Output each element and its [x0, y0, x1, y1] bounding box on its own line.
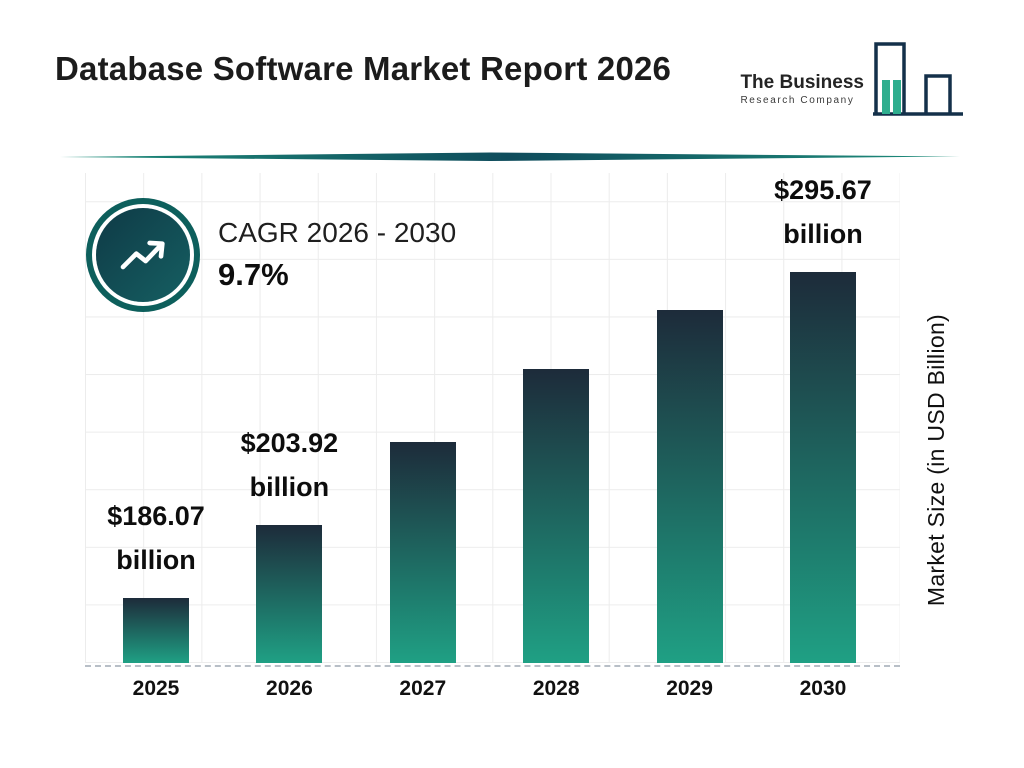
bar-2030	[789, 272, 856, 663]
cagr-label: CAGR 2026 - 2030	[218, 217, 457, 248]
bar-column-2026: $203.92 billion 2026	[241, 173, 339, 700]
bar-2029	[656, 310, 723, 663]
x-axis-label-2030: 2030	[799, 677, 847, 700]
x-axis-label-2028: 2028	[532, 677, 580, 700]
x-axis-label-2025: 2025	[132, 677, 180, 700]
bar-column-2030: $295.67 billion 2030	[774, 173, 872, 700]
cagr-text: CAGR 2026 - 2030 9.7%	[218, 217, 456, 293]
logo-subname: Research Company	[740, 95, 855, 106]
bar-value-label-2025: $186.07 billion	[107, 501, 205, 575]
divider-line	[60, 152, 960, 161]
bar-chart-logo-icon	[873, 42, 963, 116]
y-axis-title-text: Market Size (in USD Billion)	[923, 313, 949, 607]
trend-arrow-icon	[96, 208, 190, 302]
bar-value-label-2030: $295.67 billion	[774, 175, 872, 249]
y-axis-title: Market Size (in USD Billion)	[923, 280, 950, 640]
logo-name: The Business	[740, 72, 864, 93]
company-logo: The Business Research Company	[740, 38, 966, 122]
company-logo-text: The Business Research Company	[740, 72, 864, 106]
bar-2027	[389, 442, 456, 663]
page-title: Database Software Market Report 2026	[55, 50, 672, 87]
bar-column-2029: 2029	[656, 173, 723, 700]
x-axis-label-2029: 2029	[666, 677, 713, 700]
bar-2025	[123, 598, 189, 663]
x-axis-label-2026: 2026	[266, 677, 313, 700]
cagr-badge: CAGR 2026 - 2030 9.7%	[96, 208, 456, 302]
bar-2028	[523, 369, 590, 663]
bar-column-2028: 2028	[523, 173, 590, 700]
bar-chart: $186.07 billion 2025 $203.92 billion 2026 2027…	[85, 173, 900, 700]
bar-column-2025: $186.07 billion 2025	[107, 173, 205, 700]
x-axis-label-2027: 2027	[399, 677, 447, 700]
bar-value-label-2026: $203.92 billion	[240, 428, 339, 502]
bar-column-2027: 2027	[389, 173, 456, 700]
cagr-value: 9.7%	[218, 257, 289, 292]
bar-2026	[256, 525, 323, 663]
